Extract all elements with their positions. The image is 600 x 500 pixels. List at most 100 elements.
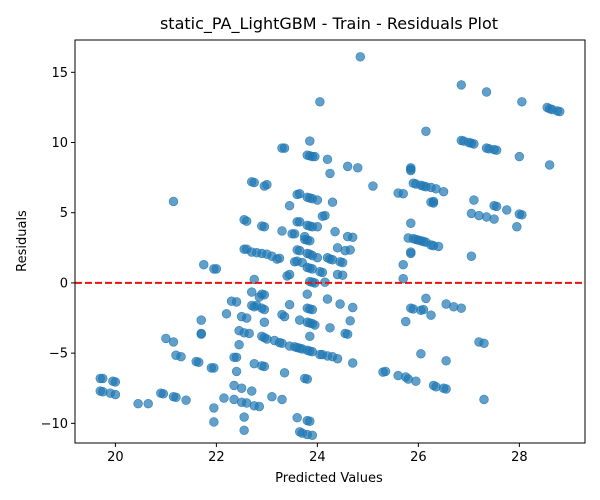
data-point [416,349,426,359]
data-point [322,294,333,304]
data-point [307,430,318,440]
data-point [335,299,345,309]
data-point [143,398,153,409]
data-point [479,338,489,348]
data-point [438,186,449,197]
data-point [315,97,325,107]
data-point [418,304,429,315]
data-point [284,269,295,280]
y-tick-label: 0 [60,276,68,291]
data-point [249,177,259,188]
data-point [254,401,265,412]
data-point [317,267,328,278]
data-point [312,195,323,205]
data-point [411,376,421,386]
data-point [302,374,312,384]
data-point [514,151,525,162]
data-point [312,222,323,232]
data-point [236,383,247,393]
data-point [431,382,441,392]
data-point [262,334,272,344]
data-point [168,196,179,207]
y-tick-label: 15 [51,66,68,81]
x-axis-label: Predicted Values [275,471,383,486]
data-point [348,302,358,313]
data-point [249,274,259,285]
data-point [441,356,451,366]
data-point [342,329,353,339]
data-point [441,384,451,394]
data-point [194,357,204,367]
data-point [312,252,323,263]
y-tick-label: −10 [41,417,68,432]
data-point [380,366,391,377]
data-point [277,226,287,236]
data-point [254,292,265,302]
data-point [517,97,527,107]
data-point [406,165,416,176]
data-point [342,161,353,172]
data-point [337,270,348,280]
data-point [348,232,358,242]
scatter-points [95,52,565,440]
data-point [209,417,219,427]
data-point [262,179,272,190]
chart-title: static_PA_LightGBM - Train - Residuals P… [160,14,498,34]
data-point [244,328,254,339]
data-point [327,197,338,207]
data-point [292,413,302,423]
data-point [231,366,242,377]
data-point [491,145,502,155]
data-point [279,368,290,378]
data-point [196,329,206,339]
data-point [345,316,355,326]
x-tick-label: 22 [208,450,225,465]
data-point [398,189,408,199]
data-point [466,251,477,261]
data-point [196,315,206,325]
data-point [267,391,277,402]
data-point [469,195,479,205]
data-point [279,311,290,322]
data-point [289,229,300,239]
data-point [408,304,419,314]
data-point [512,222,522,232]
data-point [421,293,431,304]
data-point [259,304,270,315]
data-point [481,87,492,97]
x-tick-label: 20 [107,450,124,465]
data-point [491,201,502,212]
data-point [401,316,411,327]
data-point [239,425,249,436]
data-point [209,403,219,413]
data-point [315,349,325,360]
data-point [330,226,340,237]
data-point [158,389,169,399]
data-point [259,317,270,327]
data-point [555,106,565,117]
data-point [305,136,315,146]
data-point [98,373,108,384]
x-axis-ticks: 20 22 24 26 28 [107,443,528,465]
data-point [277,394,287,405]
data-point [234,340,244,350]
data-point [449,302,459,312]
data-point [433,241,444,252]
data-point [274,253,285,264]
data-point [322,154,333,165]
data-point [398,274,408,284]
data-point [295,217,305,227]
data-point [110,389,121,400]
data-point [332,354,343,364]
data-point [393,370,403,381]
data-point [171,392,181,403]
data-point [209,363,219,373]
data-point [421,126,431,136]
data-point [345,245,355,255]
data-point [406,248,416,259]
data-point [247,386,257,396]
data-point [544,160,555,170]
data-point [517,210,527,220]
